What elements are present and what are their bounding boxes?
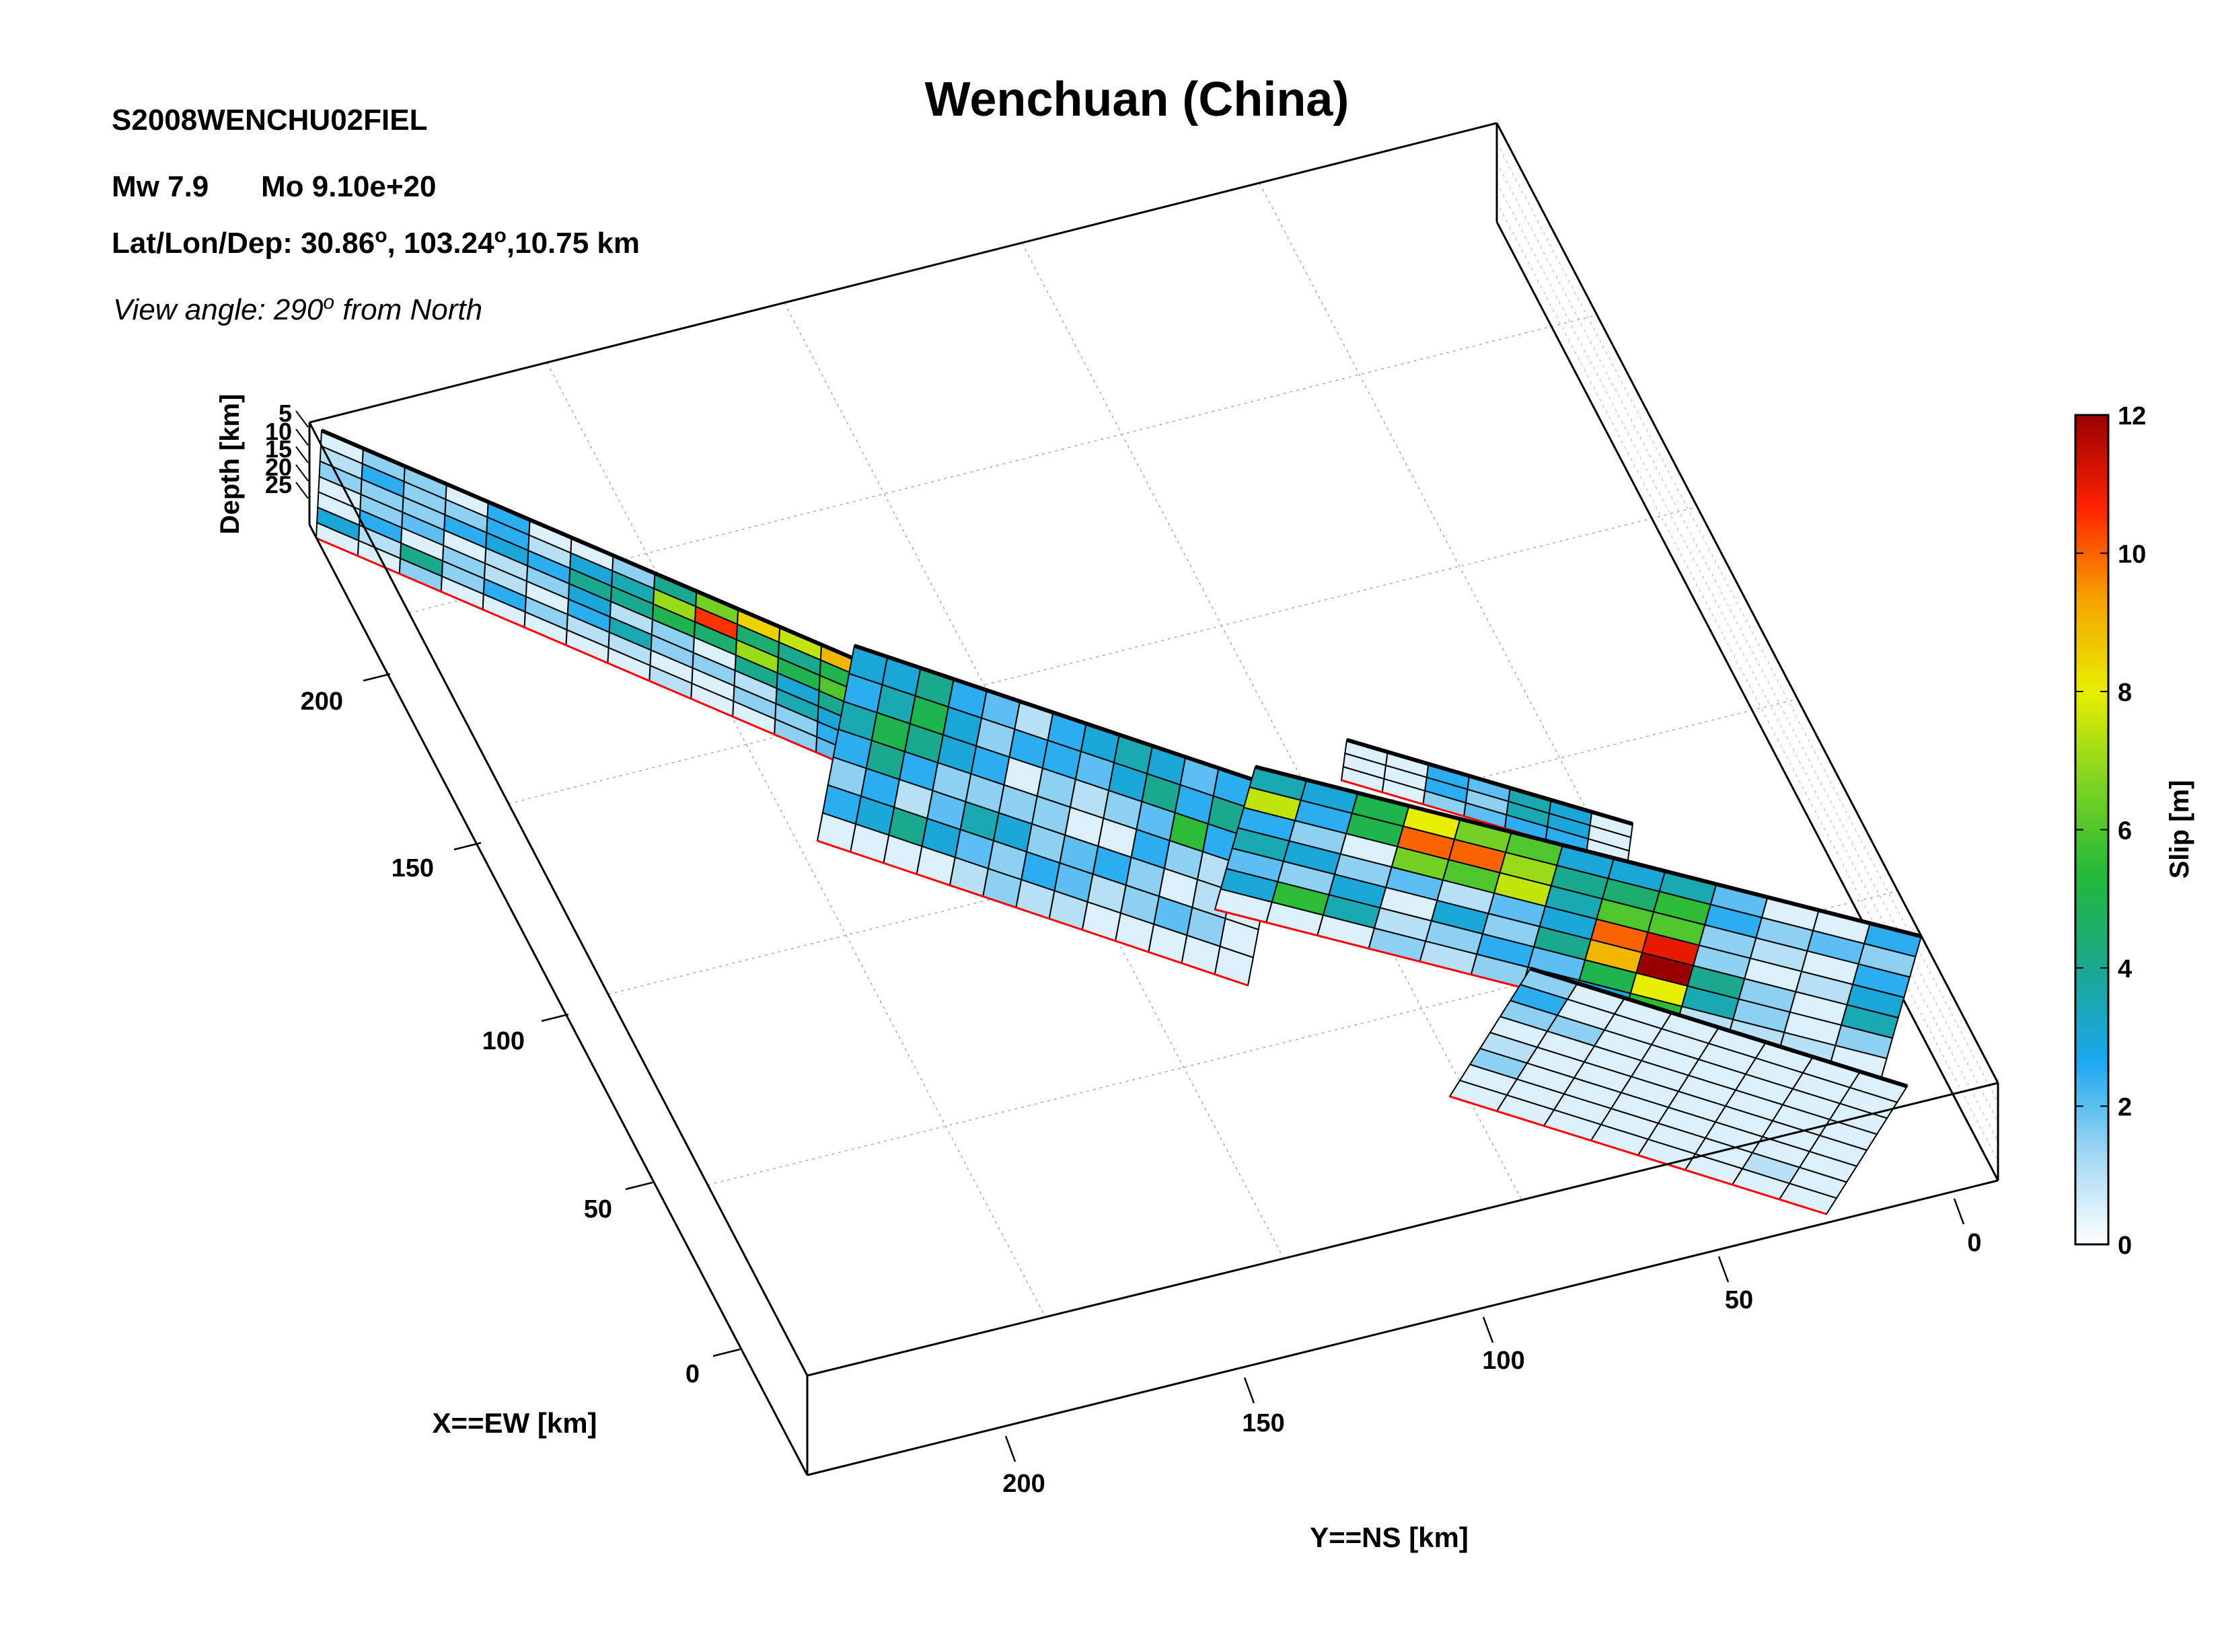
x-tick-label: 0: [686, 1360, 700, 1388]
x-tick-label: 200: [301, 687, 343, 716]
z-axis-label: Depth [km]: [215, 394, 245, 535]
z-tick-label: 20: [265, 453, 292, 481]
hypocenter-label: Lat/Lon/Dep: 30.86o, 103.24o,10.75 km: [112, 225, 640, 260]
axes-box-front: [308, 422, 1999, 1476]
fault-segments: [315, 428, 1923, 1215]
colorbar-tick-label: 4: [2118, 955, 2132, 983]
z-tick-mark: [295, 464, 309, 482]
colorbar-tick-label: 2: [2118, 1094, 2132, 1122]
event-id: S2008WENCHU02FIEL: [112, 104, 427, 137]
y-axis-label: Y==NS [km]: [1310, 1522, 1469, 1553]
fault-bottom-edge: [1449, 1095, 1827, 1215]
colorbar-tick-label: 12: [2118, 402, 2146, 430]
fault-segment-2: [816, 644, 1286, 987]
z-tick-label: 25: [265, 471, 292, 498]
x-tick-label: 50: [584, 1195, 612, 1224]
z-tick-mark: [295, 410, 309, 428]
fault-top-trace: [854, 644, 1286, 792]
z-tick-label: 15: [265, 435, 292, 463]
x-tick-label: 150: [392, 854, 434, 883]
fault-bottom-edge: [316, 537, 858, 772]
colorbar-label: Slip [m]: [2165, 780, 2194, 879]
fault-segment-5: [1448, 967, 1909, 1215]
magnitude-label: Mw 7.9: [112, 170, 209, 203]
z-tick-mark: [295, 446, 309, 463]
x-axis-label: X==EW [km]: [432, 1407, 597, 1439]
colorbar-tick-label: 0: [2118, 1232, 2132, 1260]
y-tick-label: 100: [1482, 1347, 1524, 1375]
colorbar-tick-label: 8: [2118, 679, 2132, 707]
moment-label: Mo 9.10e+20: [261, 170, 437, 203]
fault-top-trace: [1255, 765, 1922, 938]
z-tick-mark: [295, 482, 309, 499]
fault-segment-1: [315, 428, 864, 772]
view-angle-label: View angle: 290o from North: [113, 291, 482, 326]
colorbar-ticks: 0 2 4 6 8 10 12: [2075, 402, 2146, 1260]
x-tick-label: 100: [482, 1027, 525, 1055]
chart-title: Wenchuan (China): [925, 73, 1349, 126]
fault-top-trace: [1346, 738, 1633, 826]
colorbar-tick-label: 10: [2118, 541, 2146, 569]
fault-bottom-edge: [817, 839, 1249, 987]
z-tick-label: 10: [265, 418, 292, 445]
y-tick-label: 0: [1967, 1229, 1981, 1257]
y-tick-label: 150: [1242, 1409, 1284, 1437]
y-tick-label: 50: [1725, 1286, 1753, 1314]
fault-top-trace: [320, 428, 864, 665]
z-tick-mark: [295, 428, 309, 446]
fault-top-trace: [1530, 967, 1908, 1088]
y-tick-label: 200: [1002, 1470, 1045, 1498]
z-tick-label: 5: [279, 400, 292, 427]
colorbar-tick-label: 6: [2118, 817, 2132, 846]
